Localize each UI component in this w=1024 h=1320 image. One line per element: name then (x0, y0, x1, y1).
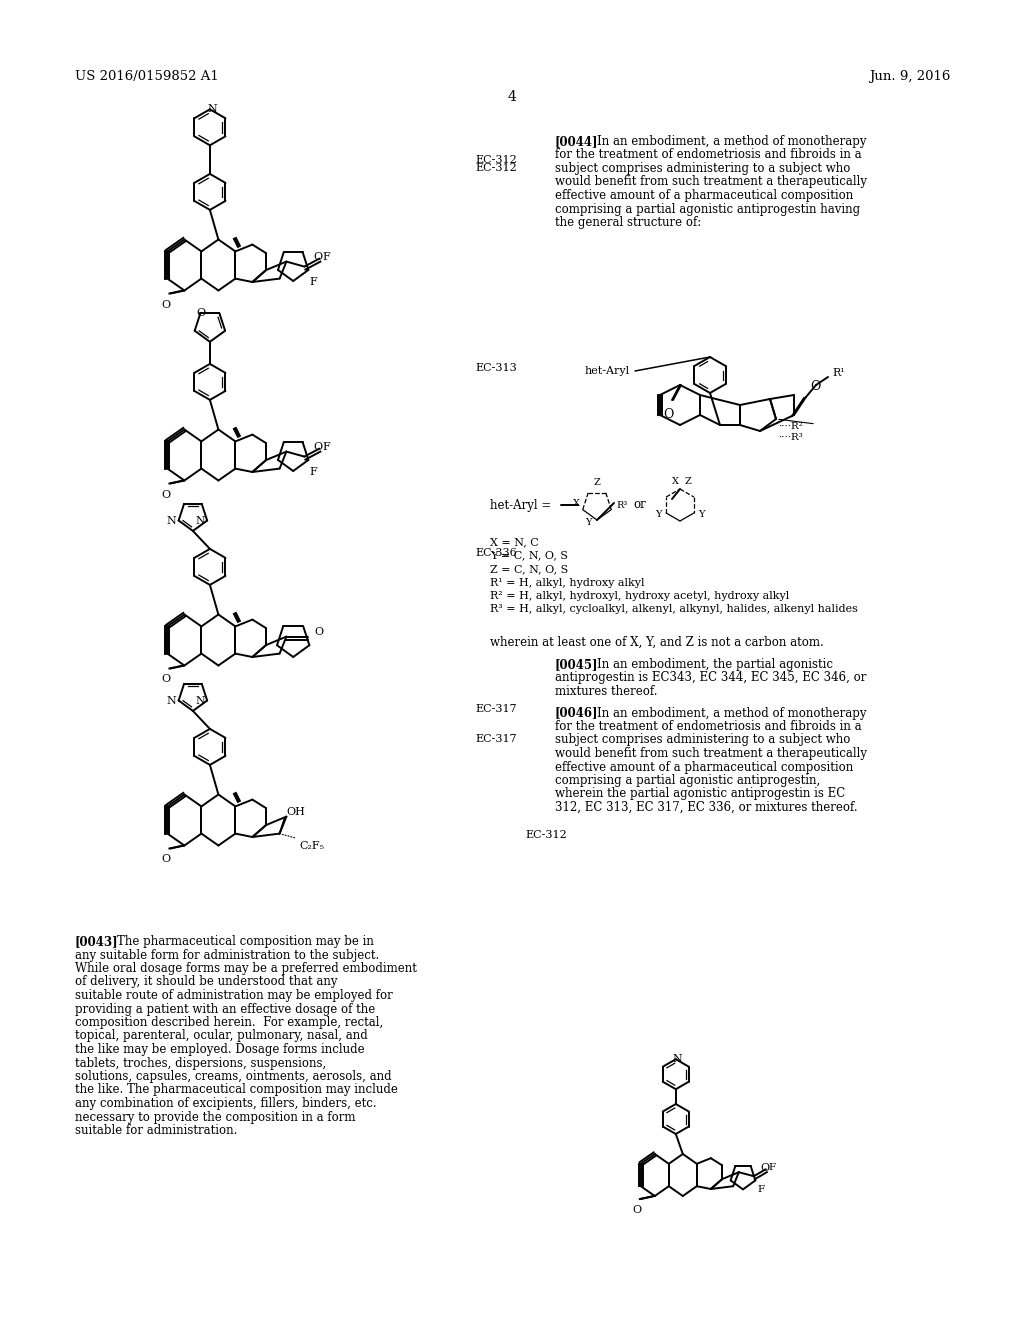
Text: F: F (309, 466, 317, 477)
Text: would benefit from such treatment a therapeutically: would benefit from such treatment a ther… (555, 176, 867, 189)
Text: O: O (314, 627, 324, 638)
Text: EC-312: EC-312 (475, 162, 517, 173)
Text: O: O (196, 308, 205, 318)
Text: suitable for administration.: suitable for administration. (75, 1125, 238, 1137)
Text: Y: Y (585, 517, 591, 527)
Text: R¹ = H, alkyl, hydroxy alkyl: R¹ = H, alkyl, hydroxy alkyl (490, 578, 644, 587)
Text: R³: R³ (616, 500, 628, 510)
Text: EC-336: EC-336 (475, 548, 517, 558)
Text: N: N (167, 696, 176, 705)
Text: providing a patient with an effective dosage of the: providing a patient with an effective do… (75, 1002, 375, 1015)
Text: composition described herein.  For example, rectal,: composition described herein. For exampl… (75, 1016, 383, 1030)
Text: F: F (309, 277, 317, 286)
Text: the like may be employed. Dosage forms include: the like may be employed. Dosage forms i… (75, 1043, 365, 1056)
Text: suitable route of administration may be employed for: suitable route of administration may be … (75, 989, 393, 1002)
Text: X: X (672, 477, 679, 486)
Text: tablets, troches, dispersions, suspensions,: tablets, troches, dispersions, suspensio… (75, 1056, 327, 1069)
Text: or: or (634, 499, 646, 511)
Text: O: O (760, 1163, 769, 1173)
Text: Y: Y (698, 510, 705, 519)
Text: EC-317: EC-317 (475, 704, 517, 714)
Text: ····R²: ····R² (778, 422, 803, 432)
Text: 312, EC 313, EC 317, EC 336, or mixtures thereof.: 312, EC 313, EC 317, EC 336, or mixtures… (555, 801, 858, 814)
Text: wherein the partial agonistic antiprogestin is EC: wherein the partial agonistic antiproges… (555, 788, 845, 800)
Text: effective amount of a pharmaceutical composition: effective amount of a pharmaceutical com… (555, 189, 853, 202)
Text: In an embodiment, a method of monotherapy: In an embodiment, a method of monotherap… (582, 706, 866, 719)
Text: antiprogestin is EC343, EC 344, EC 345, EC 346, or: antiprogestin is EC343, EC 344, EC 345, … (555, 672, 866, 685)
Text: would benefit from such treatment a therapeutically: would benefit from such treatment a ther… (555, 747, 867, 760)
Text: N: N (196, 696, 205, 705)
Text: [0046]: [0046] (555, 706, 598, 719)
Text: the general structure of:: the general structure of: (555, 216, 701, 228)
Text: topical, parenteral, ocular, pulmonary, nasal, and: topical, parenteral, ocular, pulmonary, … (75, 1030, 368, 1043)
Text: of delivery, it should be understood that any: of delivery, it should be understood tha… (75, 975, 338, 989)
Text: N: N (207, 104, 217, 115)
Text: for the treatment of endometriosis and fibroids in a: for the treatment of endometriosis and f… (555, 149, 861, 161)
Text: Jun. 9, 2016: Jun. 9, 2016 (868, 70, 950, 83)
Text: [0045]: [0045] (555, 657, 598, 671)
Text: OH: OH (287, 807, 305, 817)
Text: mixtures thereof.: mixtures thereof. (555, 685, 657, 698)
Text: R² = H, alkyl, hydroxyl, hydroxy acetyl, hydroxy alkyl: R² = H, alkyl, hydroxyl, hydroxy acetyl,… (490, 591, 790, 601)
Text: necessary to provide the composition in a form: necessary to provide the composition in … (75, 1110, 355, 1123)
Text: F: F (758, 1185, 765, 1195)
Text: N: N (196, 516, 205, 525)
Text: for the treatment of endometriosis and fibroids in a: for the treatment of endometriosis and f… (555, 719, 861, 733)
Text: comprising a partial agonistic antiprogestin,: comprising a partial agonistic antiproge… (555, 774, 820, 787)
Text: Z: Z (594, 478, 600, 487)
Text: R¹: R¹ (831, 368, 845, 378)
Text: EC-313: EC-313 (475, 363, 517, 374)
Text: Y: Y (655, 510, 662, 519)
Text: O: O (162, 854, 171, 865)
Text: solutions, capsules, creams, ointments, aerosols, and: solutions, capsules, creams, ointments, … (75, 1071, 391, 1082)
Text: wherein at least one of X, Y, and Z is not a carbon atom.: wherein at least one of X, Y, and Z is n… (490, 636, 823, 649)
Text: het-Aryl: het-Aryl (585, 366, 630, 376)
Text: N: N (673, 1055, 683, 1064)
Text: subject comprises administering to a subject who: subject comprises administering to a sub… (555, 162, 850, 176)
Text: O: O (663, 408, 673, 421)
Text: US 2016/0159852 A1: US 2016/0159852 A1 (75, 70, 219, 83)
Text: het-Aryl =: het-Aryl = (490, 499, 551, 511)
Text: 4: 4 (508, 90, 516, 104)
Text: Z = C, N, O, S: Z = C, N, O, S (490, 564, 568, 574)
Text: Y = C, N, O, S: Y = C, N, O, S (490, 550, 568, 561)
Text: N: N (167, 516, 176, 525)
Text: O: O (162, 490, 171, 499)
Text: the like. The pharmaceutical composition may include: the like. The pharmaceutical composition… (75, 1084, 398, 1097)
Text: While oral dosage forms may be a preferred embodiment: While oral dosage forms may be a preferr… (75, 962, 417, 975)
Text: ····R³: ····R³ (778, 433, 803, 442)
Text: F: F (323, 252, 330, 261)
Text: X: X (573, 499, 580, 507)
Text: any combination of excipients, fillers, binders, etc.: any combination of excipients, fillers, … (75, 1097, 377, 1110)
Text: The pharmaceutical composition may be in: The pharmaceutical composition may be in (101, 935, 374, 948)
Text: comprising a partial agonistic antiprogestin having: comprising a partial agonistic antiproge… (555, 202, 860, 215)
Text: F: F (323, 442, 330, 451)
Text: effective amount of a pharmaceutical composition: effective amount of a pharmaceutical com… (555, 760, 853, 774)
Text: [0043]: [0043] (75, 935, 119, 948)
Text: F: F (769, 1163, 776, 1172)
Text: O: O (162, 300, 171, 309)
Text: O: O (632, 1205, 641, 1214)
Text: any suitable form for administration to the subject.: any suitable form for administration to … (75, 949, 379, 961)
Text: O: O (810, 380, 820, 393)
Text: X = N, C: X = N, C (490, 537, 539, 546)
Text: R³ = H, alkyl, cycloalkyl, alkenyl, alkynyl, halides, alkenyl halides: R³ = H, alkyl, cycloalkyl, alkenyl, alky… (490, 605, 858, 615)
Text: In an embodiment, the partial agonistic: In an embodiment, the partial agonistic (582, 657, 833, 671)
Text: EC-317: EC-317 (475, 734, 517, 744)
Text: C₂F₅: C₂F₅ (300, 841, 325, 850)
Text: Z: Z (685, 477, 691, 486)
Text: EC-312: EC-312 (525, 829, 566, 840)
Text: O: O (162, 675, 171, 685)
Text: O: O (313, 442, 323, 451)
Text: subject comprises administering to a subject who: subject comprises administering to a sub… (555, 734, 850, 747)
Text: [0044]: [0044] (555, 135, 598, 148)
Text: O: O (313, 252, 323, 261)
Text: EC-312: EC-312 (475, 154, 517, 165)
Text: In an embodiment, a method of monotherapy: In an embodiment, a method of monotherap… (582, 135, 866, 148)
